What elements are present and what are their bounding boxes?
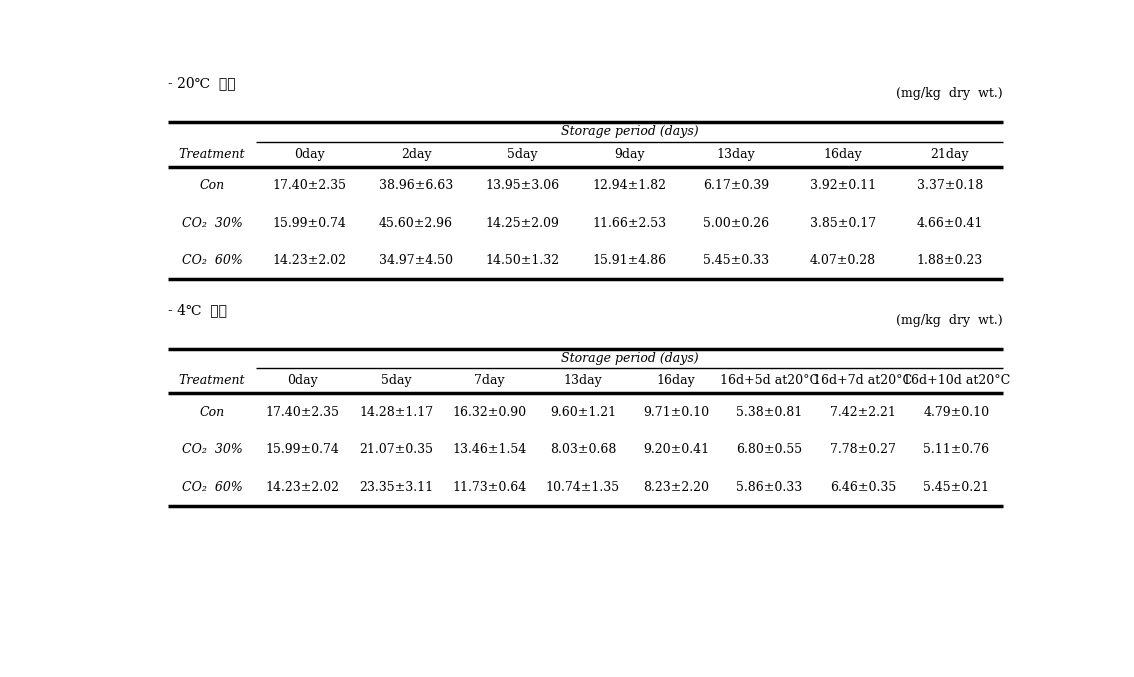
Text: 16d+5d at20°C: 16d+5d at20°C [720, 374, 819, 387]
Text: 7day: 7day [474, 374, 505, 387]
Text: 15.91±4.86: 15.91±4.86 [592, 254, 667, 267]
Text: Treatment: Treatment [179, 148, 245, 160]
Text: 9day: 9day [615, 148, 645, 160]
Text: 4.66±0.41: 4.66±0.41 [916, 217, 983, 230]
Text: 8.23±2.20: 8.23±2.20 [643, 481, 709, 494]
Text: 5.86±0.33: 5.86±0.33 [736, 481, 803, 494]
Text: 13day: 13day [564, 374, 602, 387]
Text: 13.46±1.54: 13.46±1.54 [452, 443, 526, 456]
Text: CO₂  30%: CO₂ 30% [181, 443, 243, 456]
Text: 1.88±0.23: 1.88±0.23 [916, 254, 983, 267]
Text: (mg/kg  dry  wt.): (mg/kg dry wt.) [896, 313, 1002, 327]
Text: 14.23±2.02: 14.23±2.02 [272, 254, 346, 267]
Text: (mg/kg  dry  wt.): (mg/kg dry wt.) [896, 87, 1002, 100]
Text: 9.71±0.10: 9.71±0.10 [643, 406, 709, 419]
Text: 12.94±1.82: 12.94±1.82 [592, 179, 667, 192]
Text: 8.03±0.68: 8.03±0.68 [550, 443, 616, 456]
Text: 5.45±0.21: 5.45±0.21 [923, 481, 989, 494]
Text: 15.99±0.74: 15.99±0.74 [272, 217, 346, 230]
Text: 0day: 0day [287, 374, 318, 387]
Text: Storage period (days): Storage period (days) [560, 352, 699, 365]
Text: 14.28±1.17: 14.28±1.17 [359, 406, 433, 419]
Text: 5.45±0.33: 5.45±0.33 [703, 254, 769, 267]
Text: 23.35±3.11: 23.35±3.11 [359, 481, 433, 494]
Text: 6.80±0.55: 6.80±0.55 [736, 443, 803, 456]
Text: 4.07±0.28: 4.07±0.28 [810, 254, 875, 267]
Text: CO₂  60%: CO₂ 60% [181, 254, 243, 267]
Text: 5.00±0.26: 5.00±0.26 [703, 217, 769, 230]
Text: 3.85±0.17: 3.85±0.17 [810, 217, 875, 230]
Text: 3.92±0.11: 3.92±0.11 [810, 179, 875, 192]
Text: 5.38±0.81: 5.38±0.81 [736, 406, 803, 419]
Text: 17.40±2.35: 17.40±2.35 [265, 406, 340, 419]
Text: CO₂  60%: CO₂ 60% [181, 481, 243, 494]
Text: 4.79±0.10: 4.79±0.10 [923, 406, 989, 419]
Text: 21.07±0.35: 21.07±0.35 [359, 443, 433, 456]
Text: 16day: 16day [823, 148, 862, 160]
Text: 3.37±0.18: 3.37±0.18 [916, 179, 983, 192]
Text: CO₂  30%: CO₂ 30% [181, 217, 243, 230]
Text: 17.40±2.35: 17.40±2.35 [272, 179, 346, 192]
Text: 34.97±4.50: 34.97±4.50 [379, 254, 454, 267]
Text: - 20℃  저장: - 20℃ 저장 [168, 77, 236, 91]
Text: 38.96±6.63: 38.96±6.63 [379, 179, 454, 192]
Text: Storage period (days): Storage period (days) [560, 125, 699, 138]
Text: 15.99±0.74: 15.99±0.74 [265, 443, 339, 456]
Text: 21day: 21day [930, 148, 968, 160]
Text: 14.50±1.32: 14.50±1.32 [485, 254, 560, 267]
Text: - 4℃  저장: - 4℃ 저장 [168, 303, 227, 318]
Text: 6.46±0.35: 6.46±0.35 [830, 481, 896, 494]
Text: 7.78±0.27: 7.78±0.27 [830, 443, 896, 456]
Text: 0day: 0day [294, 148, 324, 160]
Text: 16day: 16day [657, 374, 695, 387]
Text: 13.95±3.06: 13.95±3.06 [485, 179, 560, 192]
Text: 11.66±2.53: 11.66±2.53 [592, 217, 667, 230]
Text: 5day: 5day [508, 148, 539, 160]
Text: 9.20±0.41: 9.20±0.41 [643, 443, 709, 456]
Text: Con: Con [200, 179, 225, 192]
Text: Con: Con [200, 406, 225, 419]
Text: 13day: 13day [717, 148, 755, 160]
Text: 5day: 5day [381, 374, 412, 387]
Text: 16.32±0.90: 16.32±0.90 [452, 406, 526, 419]
Text: 7.42±2.21: 7.42±2.21 [830, 406, 896, 419]
Text: 10.74±1.35: 10.74±1.35 [545, 481, 620, 494]
Text: 2day: 2day [400, 148, 431, 160]
Text: 14.25±2.09: 14.25±2.09 [485, 217, 560, 230]
Text: 14.23±2.02: 14.23±2.02 [265, 481, 340, 494]
Text: 9.60±1.21: 9.60±1.21 [550, 406, 616, 419]
Text: 11.73±0.64: 11.73±0.64 [452, 481, 526, 494]
Text: 6.17±0.39: 6.17±0.39 [703, 179, 769, 192]
Text: 16d+10d at20°C: 16d+10d at20°C [903, 374, 1010, 387]
Text: Treatment: Treatment [179, 374, 245, 387]
Text: 16d+7d at20°C: 16d+7d at20°C [813, 374, 913, 387]
Text: 45.60±2.96: 45.60±2.96 [379, 217, 454, 230]
Text: 5.11±0.76: 5.11±0.76 [923, 443, 989, 456]
